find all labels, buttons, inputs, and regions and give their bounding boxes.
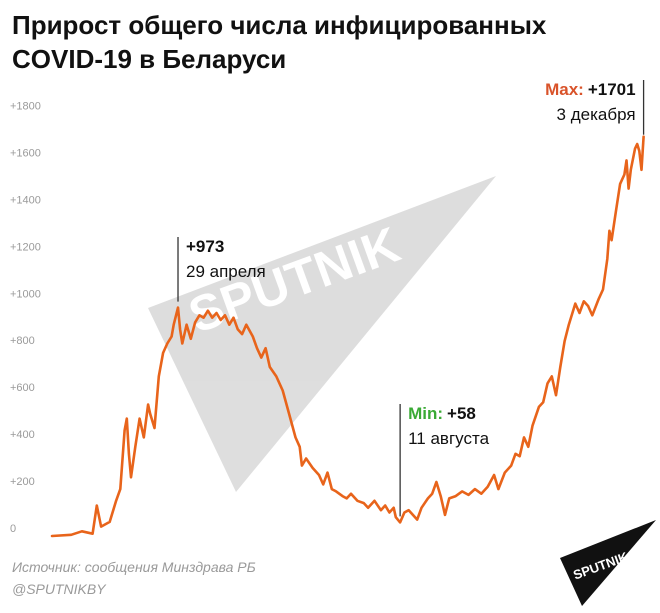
y-tick-label: 0 — [10, 523, 16, 535]
y-tick-label: +1200 — [10, 241, 41, 253]
sputnik-watermark: SPUTNIK — [148, 176, 496, 492]
sputnik-logo: SPUTNIK — [560, 520, 656, 606]
min-value-row: Min: +58 — [408, 404, 476, 423]
chart-title-line-1: Прирост общего числа инфицированных — [12, 10, 547, 40]
min-date-label: 11 августа — [408, 429, 489, 448]
series-line — [50, 135, 645, 538]
min-label: Min: — [408, 404, 443, 423]
y-axis: 0 +200 +400 +600 +800 +1000 +1200 +1400 +1600 +18… — [10, 100, 41, 535]
sputnik-logo-shape — [560, 520, 656, 606]
peak-annotation: +973 29 апреля — [177, 237, 266, 302]
watermark-arrow-shape — [148, 176, 496, 492]
peak-date-label: 29 апреля — [186, 262, 266, 281]
max-value-label: +1701 — [588, 80, 636, 99]
min-annotation: Min: +58 11 августа — [399, 404, 490, 517]
source-note: Источник: сообщения Минздрава РБ @SPUTNI… — [12, 556, 256, 600]
min-value-label: +58 — [447, 404, 476, 423]
peak-value-label: +973 — [186, 237, 224, 256]
max-annotation: Max: +1701 3 декабря — [545, 80, 645, 135]
y-tick-label: +600 — [10, 382, 35, 394]
y-tick-label: +1000 — [10, 288, 41, 300]
y-tick-label: +1800 — [10, 100, 41, 112]
source-line: Источник: сообщения Минздрава РБ — [12, 559, 256, 575]
source-handle: @SPUTNIKBY — [12, 581, 106, 597]
y-tick-label: +800 — [10, 335, 35, 347]
max-label: Max: — [545, 80, 584, 99]
max-value-row: Max: +1701 — [545, 80, 635, 99]
chart-title: Прирост общего числа инфицированных COVI… — [12, 8, 612, 76]
y-tick-label: +1600 — [10, 147, 41, 159]
max-date-label: 3 декабря — [557, 105, 636, 124]
chart-title-line-2: COVID-19 в Беларуси — [12, 44, 287, 74]
y-tick-label: +400 — [10, 429, 35, 441]
y-tick-label: +200 — [10, 476, 35, 488]
y-tick-label: +1400 — [10, 194, 41, 206]
